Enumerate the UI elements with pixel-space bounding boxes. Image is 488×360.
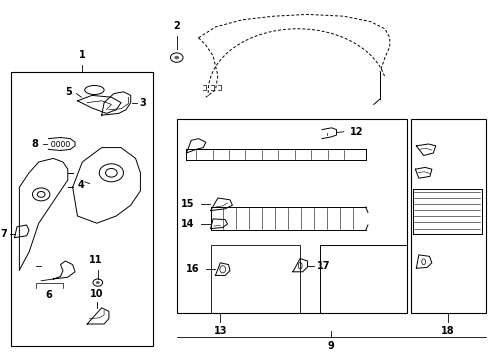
Text: 13: 13	[213, 326, 226, 336]
Bar	[176, 119, 406, 313]
Bar	[410, 119, 485, 313]
Text: 14: 14	[181, 219, 194, 229]
Text: 1: 1	[79, 50, 85, 60]
Text: 18: 18	[440, 326, 454, 336]
Text: 6: 6	[45, 290, 52, 300]
Text: 9: 9	[327, 341, 334, 351]
Text: 15: 15	[181, 199, 194, 210]
Text: 2: 2	[173, 21, 180, 31]
Text: 5: 5	[65, 87, 72, 97]
Text: 3: 3	[139, 98, 146, 108]
Bar	[11, 72, 153, 346]
Text: 7: 7	[0, 229, 7, 239]
Bar	[210, 245, 300, 313]
Circle shape	[174, 56, 179, 59]
Text: 12: 12	[349, 127, 362, 137]
Text: 16: 16	[185, 264, 199, 274]
Text: 11: 11	[88, 255, 102, 265]
Text: 10: 10	[90, 289, 103, 299]
Text: 17: 17	[317, 261, 330, 271]
Text: 4: 4	[78, 180, 84, 190]
Text: 8: 8	[31, 139, 38, 149]
Circle shape	[96, 281, 100, 284]
